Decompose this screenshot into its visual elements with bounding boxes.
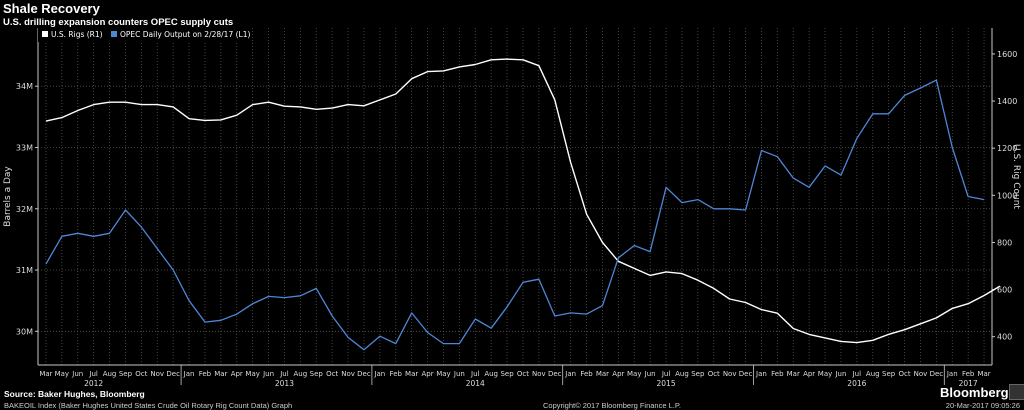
left-tick-label: 30M [16,327,33,336]
right-tick-label: 1000 [997,191,1017,200]
x-tick-label: Jun [262,370,274,378]
x-tick-label: Oct [326,370,338,378]
legend-background [38,28,238,42]
x-tick-label: Aug [675,370,689,378]
legend-label-rigs: U.S. Rigs (R1) [51,30,103,39]
left-tick-label: 33M [16,143,33,152]
right-tick-label: 1600 [997,50,1017,59]
logo-box-icon [1009,384,1024,400]
x-tick-label: Feb [771,370,784,378]
x-tick-label: Jun [453,370,465,378]
right-tick-label: 1200 [997,144,1017,153]
x-tick-label: Aug [866,370,880,378]
x-tick-label: Jul [470,370,480,378]
x-tick-label: Sep [500,370,514,378]
x-tick-label: Apr [612,370,624,378]
right-axis-title: U.S. Rig Count [1011,144,1021,209]
x-tick-label: Feb [199,370,212,378]
left-tick-label: 31M [16,266,33,275]
x-tick-label: Aug [294,370,308,378]
x-tick-label: Sep [882,370,896,378]
x-tick-label: Jun [71,370,83,378]
x-tick-label: May [55,370,69,378]
x-tick-label: Nov [532,370,546,378]
right-tick-label: 400 [997,333,1012,342]
x-tick-label: Nov [150,370,164,378]
year-label: 2015 [657,379,676,388]
x-tick-label: Dec [739,370,753,378]
x-tick-label: Apr [421,370,433,378]
left-tick-label: 32M [16,205,33,214]
x-tick-label: Jan [183,370,195,378]
x-tick-label: Mar [39,370,52,378]
x-tick-label: Mar [214,370,227,378]
right-tick-label: 600 [997,286,1012,295]
legend-swatch-opec [111,31,117,37]
x-tick-label: Oct [517,370,529,378]
x-tick-label: Oct [708,370,720,378]
x-tick-label: May [436,370,450,378]
year-label: 2016 [847,379,866,388]
timestamp: 20-Mar-2017 09:05:26 [945,401,1020,410]
x-tick-label: Mar [596,370,609,378]
x-tick-label: Jul [852,370,862,378]
x-tick-label: Nov [723,370,737,378]
x-tick-label: Mar [787,370,800,378]
left-axis-title: Barrels a Day [3,166,13,227]
x-tick-label: Dec [357,370,371,378]
opec-series-line [45,79,985,351]
x-tick-label: Dec [930,370,944,378]
year-label: 2017 [959,379,978,388]
x-tick-label: Jul [661,370,671,378]
legend-label-opec: OPEC Daily Output on 2/28/17 (L1) [120,30,250,39]
x-tick-label: Feb [580,370,593,378]
rigs-series-line [45,58,1001,344]
source-note: Source: Baker Hughes, Bloomberg [4,389,145,399]
x-tick-label: Nov [341,370,355,378]
x-tick-label: May [627,370,641,378]
x-tick-label: Oct [898,370,910,378]
index-note: BAKEOIL Index (Baker Hughes United State… [4,401,293,410]
x-tick-label: Jul [279,370,289,378]
copyright-note: Copyright© 2017 Bloomberg Finance L.P. [543,401,681,410]
x-tick-label: May [818,370,832,378]
x-tick-label: Jan [564,370,576,378]
bloomberg-logo: Bloomberg [940,385,1009,400]
x-tick-label: Feb [962,370,975,378]
year-label: 2013 [275,379,294,388]
x-tick-label: Oct [135,370,147,378]
x-tick-label: Mar [977,370,990,378]
x-tick-label: Sep [119,370,133,378]
x-tick-label: May [245,370,259,378]
x-tick-label: Aug [484,370,498,378]
x-tick-label: Apr [231,370,243,378]
x-tick-label: Nov [914,370,928,378]
x-tick-label: Jul [88,370,98,378]
x-tick-label: Jan [755,370,767,378]
year-label: 2014 [466,379,485,388]
right-tick-label: 800 [997,238,1012,247]
x-tick-label: Feb [390,370,403,378]
x-tick-label: Jan [946,370,958,378]
x-tick-label: Sep [310,370,324,378]
x-tick-label: Sep [691,370,705,378]
year-label: 2012 [84,379,103,388]
legend-swatch-rigs [42,31,48,37]
right-tick-label: 1400 [997,97,1017,106]
x-tick-label: Jan [373,370,385,378]
chart-title: Shale Recovery [3,1,100,16]
x-tick-label: Dec [166,370,180,378]
left-tick-label: 34M [16,82,33,91]
x-tick-label: Dec [548,370,562,378]
x-tick-label: Aug [103,370,117,378]
x-tick-label: Mar [405,370,418,378]
x-tick-label: Jun [834,370,846,378]
x-tick-label: Apr [803,370,815,378]
x-tick-label: Jun [644,370,656,378]
chart-subtitle: U.S. drilling expansion counters OPEC su… [3,17,234,28]
